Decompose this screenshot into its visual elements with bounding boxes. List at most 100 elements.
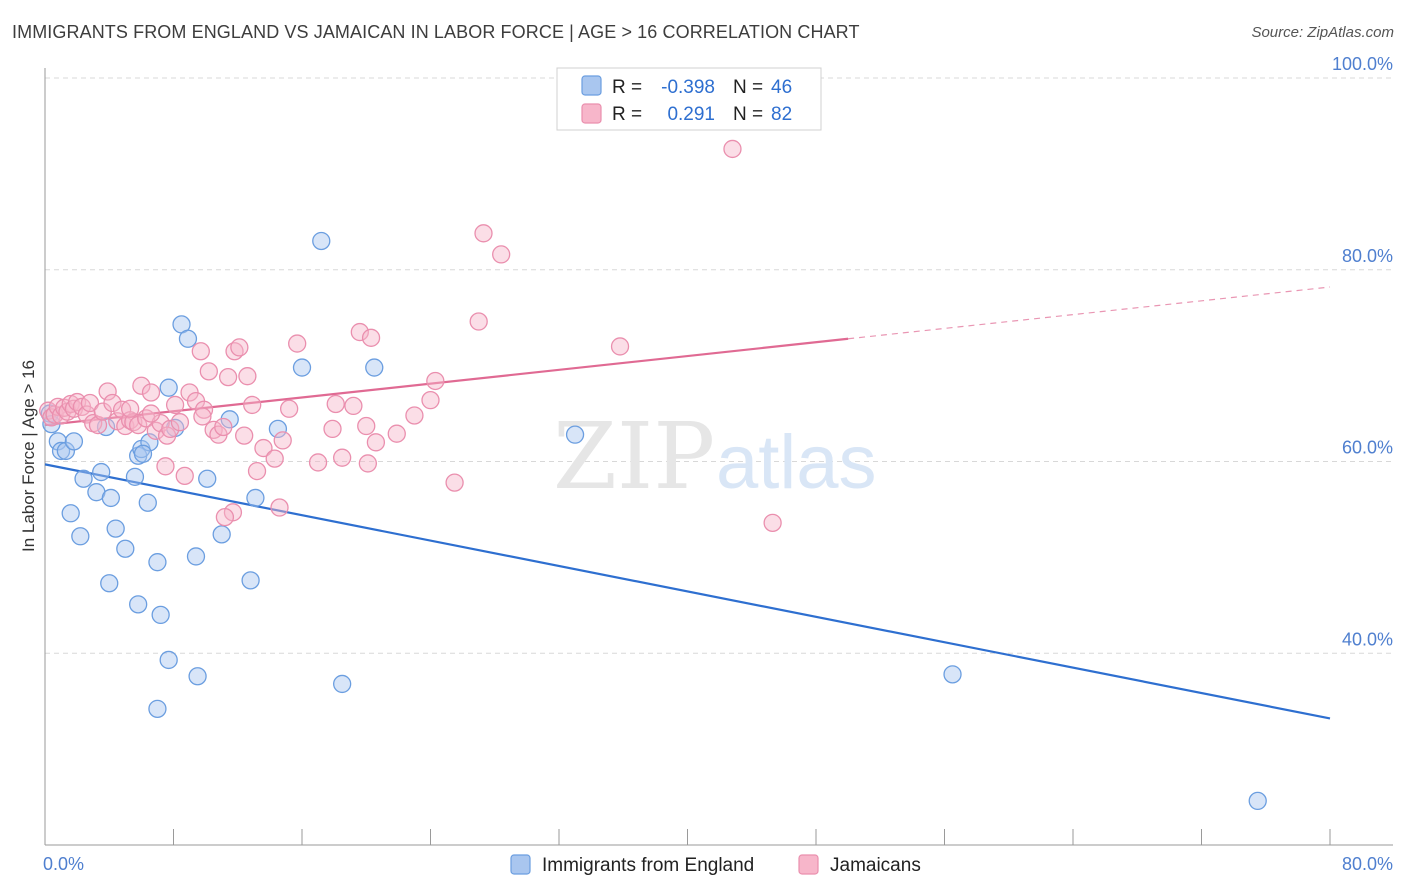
data-point-jamaicans [358,454,378,473]
correlation-legend: R = -0.398 N = 46 R = 0.291 N = 82 [556,67,822,131]
data-point-england [100,574,119,593]
bottom-legend-swatch-jamaicans [798,854,819,875]
data-point-jamaicans [191,342,210,361]
data-point-england [333,674,352,694]
data-point-jamaicans [405,406,424,425]
data-point-jamaicans [161,419,180,439]
data-point-england [565,425,585,444]
data-point-jamaicans [193,407,212,426]
data-point-england [188,667,207,686]
legend-n-label-jamaicans: N = [733,104,763,125]
data-point-england [365,358,384,377]
data-point-jamaicans [273,431,292,450]
data-point-jamaicans [230,338,249,357]
data-point-jamaicans [492,245,511,264]
data-point-england [116,539,135,558]
data-point-jamaicans [247,461,267,481]
series-legend: Immigrants from England Jamaicans [510,854,921,876]
data-point-jamaicans [610,337,630,356]
data-point-jamaicans [426,371,445,391]
data-point-england [74,469,93,488]
data-point-jamaicans [279,399,299,418]
data-point-jamaicans [763,513,782,533]
data-point-england [198,469,217,488]
data-point-jamaicans [326,394,345,414]
data-point-jamaicans [98,382,117,401]
data-point-jamaicans [333,448,352,467]
trend-line-england [44,463,1331,720]
data-point-jamaicans [88,415,108,435]
x-tick-label-max: 80.0% [1342,854,1393,874]
data-point-england [943,665,962,684]
data-point-jamaicans [218,367,238,387]
data-point-jamaicans [387,424,406,443]
data-point-england [129,595,148,614]
series-immigrants-from-england [40,231,1267,811]
data-point-england [64,432,84,451]
data-point-jamaicans [357,416,376,436]
data-point-england [312,231,331,251]
watermark-zip: ZIP [553,403,715,510]
data-point-jamaicans [215,507,235,527]
y-tick-label: 40.0% [1342,629,1393,649]
data-point-jamaicans [199,362,218,381]
legend-n-value-england: 46 [771,77,792,98]
data-point-england [140,433,159,452]
bottom-legend-label-england: Immigrants from England [542,855,754,876]
data-point-jamaicans [141,383,161,402]
source-label: Source: ZipAtlas.com [1251,24,1394,41]
data-point-england [178,329,198,348]
data-point-jamaicans [141,404,161,423]
data-point-england [186,547,206,566]
x-tick-marks [44,829,1331,845]
data-point-jamaicans [421,390,440,410]
data-point-jamaicans [214,417,233,437]
data-point-england [71,527,90,546]
legend-n-value-jamaicans: 82 [771,104,792,125]
trend-line-jamaicans [44,337,849,427]
data-point-jamaicans [132,376,151,395]
bottom-legend-swatch-england [510,854,531,875]
data-point-jamaicans [175,466,194,486]
legend-n-label-england: N = [733,77,763,98]
y-axis-title: In Labor Force | Age > 16 [19,360,38,552]
x-tick-label-min: 0.0% [43,854,84,874]
data-point-england [133,444,153,463]
legend-r-label-jamaicans: R = [612,104,642,125]
y-tick-labels: 40.0% 60.0% 80.0% 100.0% [1332,54,1393,649]
legend-r-label-england: R = [612,77,642,98]
data-point-jamaicans [265,449,284,468]
data-point-england [151,605,170,625]
data-point-england [159,378,178,397]
gridlines [45,77,1393,654]
data-point-jamaicans [120,399,140,418]
data-point-england [101,488,121,508]
data-point-england [148,553,167,572]
data-point-england [268,419,288,439]
data-point-jamaicans [194,400,214,419]
data-point-england [138,493,157,512]
y-tick-label: 100.0% [1332,54,1393,74]
data-point-england [106,519,125,538]
data-point-jamaicans [270,498,289,517]
data-point-england [241,571,260,590]
data-point-jamaicans [170,413,190,432]
data-point-jamaicans [344,396,363,416]
data-point-jamaicans [445,473,464,492]
trend-line-jamaicans-extension [848,286,1331,340]
legend-r-value-england: -0.398 [661,77,715,98]
data-point-england [212,525,231,544]
data-point-england [1248,791,1267,811]
y-tick-label: 60.0% [1342,438,1393,458]
data-point-jamaicans [243,395,262,415]
data-point-jamaicans [361,328,381,347]
data-point-jamaicans [288,334,307,353]
data-point-england [51,441,71,461]
data-point-jamaicans [156,457,175,476]
chart-title: IMMIGRANTS FROM ENGLAND VS JAMAICAN IN L… [12,22,860,42]
data-point-england [159,650,178,670]
data-point-jamaicans [80,393,100,413]
data-point-jamaicans [235,426,254,445]
data-point-jamaicans [238,367,257,386]
